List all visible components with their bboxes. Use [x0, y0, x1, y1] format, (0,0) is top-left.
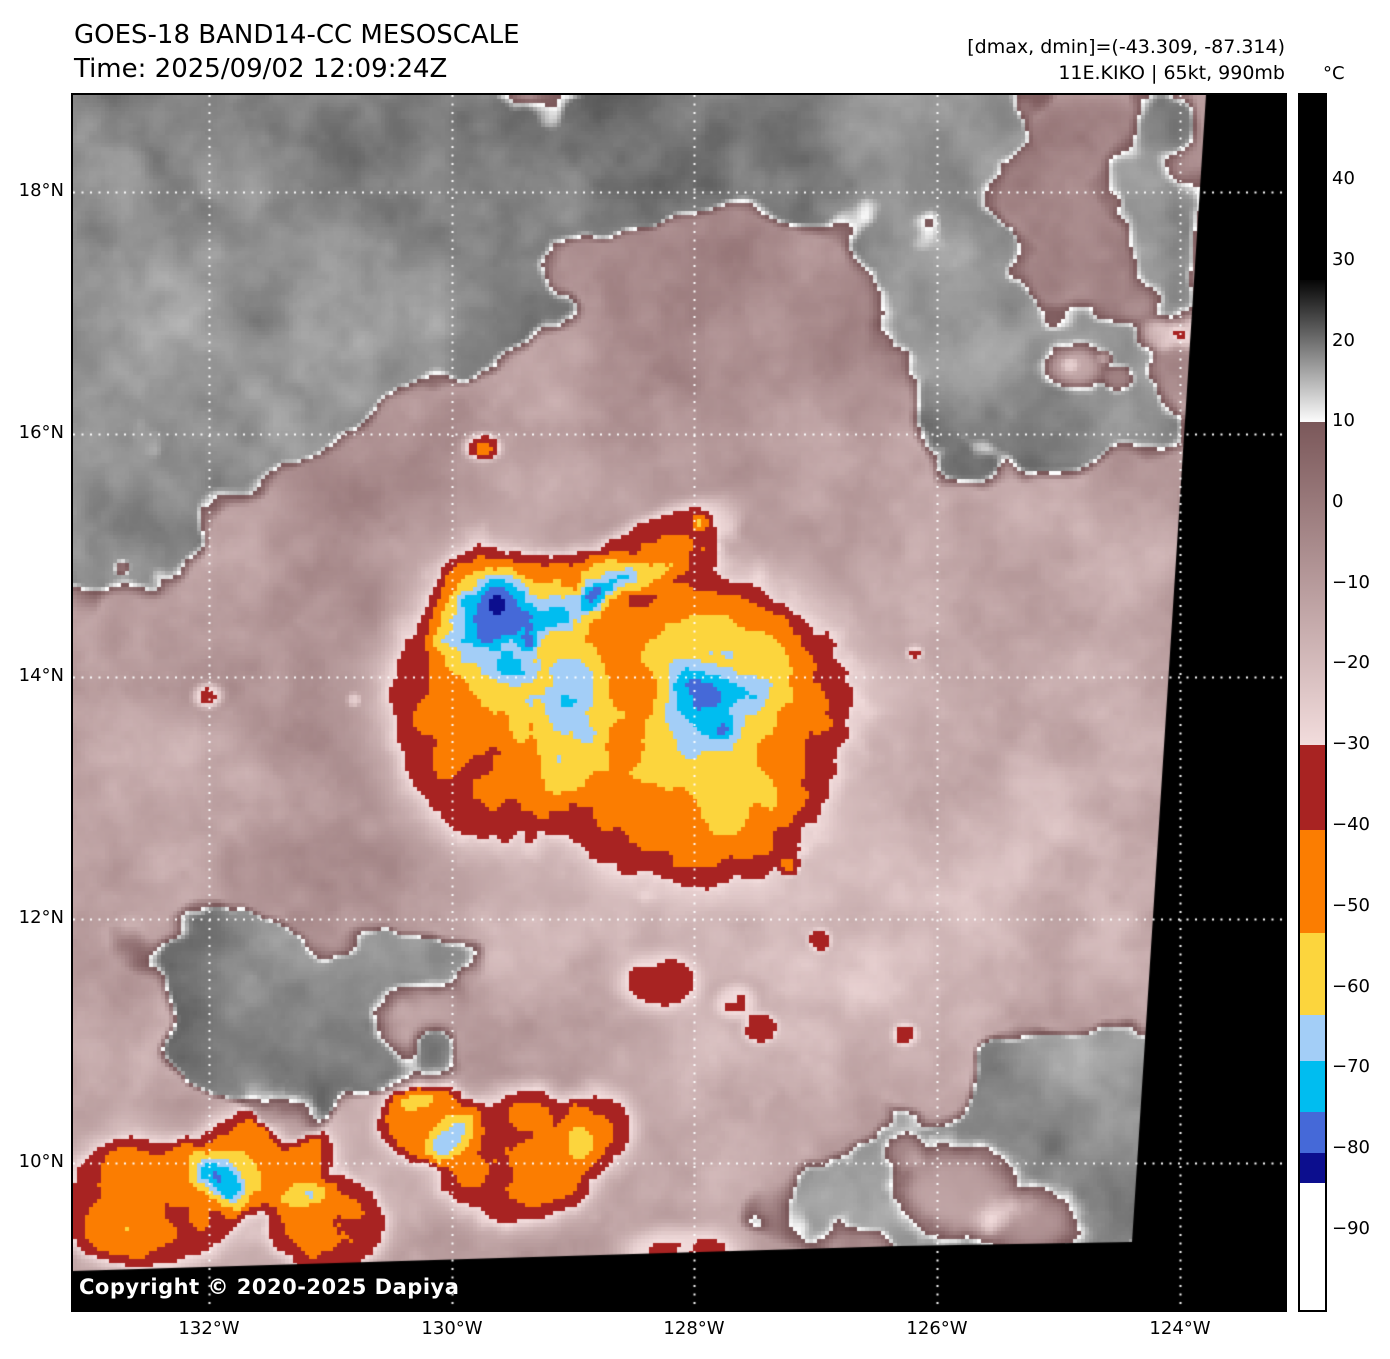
colorbar-tick-label: −90	[1332, 1217, 1370, 1239]
y-axis-tick-label: 18°N	[18, 180, 64, 201]
x-axis-tick-label: 130°W	[421, 1318, 483, 1339]
colorbar-tick-label: −80	[1332, 1137, 1370, 1158]
y-axis-tick-label: 10°N	[18, 1151, 64, 1172]
colorbar-tick-label: 20	[1332, 329, 1355, 351]
colorbar-tick-label: −30	[1332, 733, 1370, 755]
x-axis-tick-label: 128°W	[663, 1318, 725, 1339]
colorbar-tick-label: −20	[1332, 652, 1370, 674]
y-axis-tick-label: 16°N	[18, 422, 64, 443]
figure-timestamp: Time: 2025/09/02 12:09:24Z	[74, 54, 448, 84]
colorbar-tick-label: 0	[1332, 490, 1344, 512]
colorbar-tick-label: −50	[1332, 894, 1370, 916]
storm-info-label: 11E.KIKO | 65kt, 990mb	[1058, 62, 1285, 84]
colorbar-tick-label: −70	[1332, 1056, 1370, 1078]
copyright-watermark: Copyright © 2020-2025 Dapiya	[79, 1275, 460, 1299]
colorbar-tick-label: 10	[1332, 410, 1355, 432]
x-axis-tick-label: 132°W	[178, 1318, 240, 1339]
colorbar	[1298, 93, 1327, 1312]
colorbar-gradient	[1300, 95, 1325, 1310]
satellite-map-canvas	[73, 95, 1285, 1310]
data-range-label: [dmax, dmin]=(-43.309, -87.314)	[967, 36, 1285, 58]
colorbar-tick-label: −60	[1332, 975, 1370, 997]
colorbar-tick-label: 30	[1332, 248, 1355, 270]
x-axis-tick-label: 124°W	[1149, 1318, 1211, 1339]
colorbar-tick-label: 40	[1332, 168, 1355, 190]
figure-title: GOES-18 BAND14-CC MESOSCALE	[74, 20, 520, 50]
y-axis-tick-label: 14°N	[18, 665, 64, 686]
y-axis-tick-label: 12°N	[18, 907, 64, 928]
colorbar-tick-label: −10	[1332, 571, 1370, 593]
colorbar-unit-label: °C	[1323, 63, 1345, 84]
colorbar-tick-label: −40	[1332, 814, 1370, 836]
x-axis-tick-label: 126°W	[906, 1318, 968, 1339]
map-frame: Copyright © 2020-2025 Dapiya	[71, 93, 1287, 1312]
